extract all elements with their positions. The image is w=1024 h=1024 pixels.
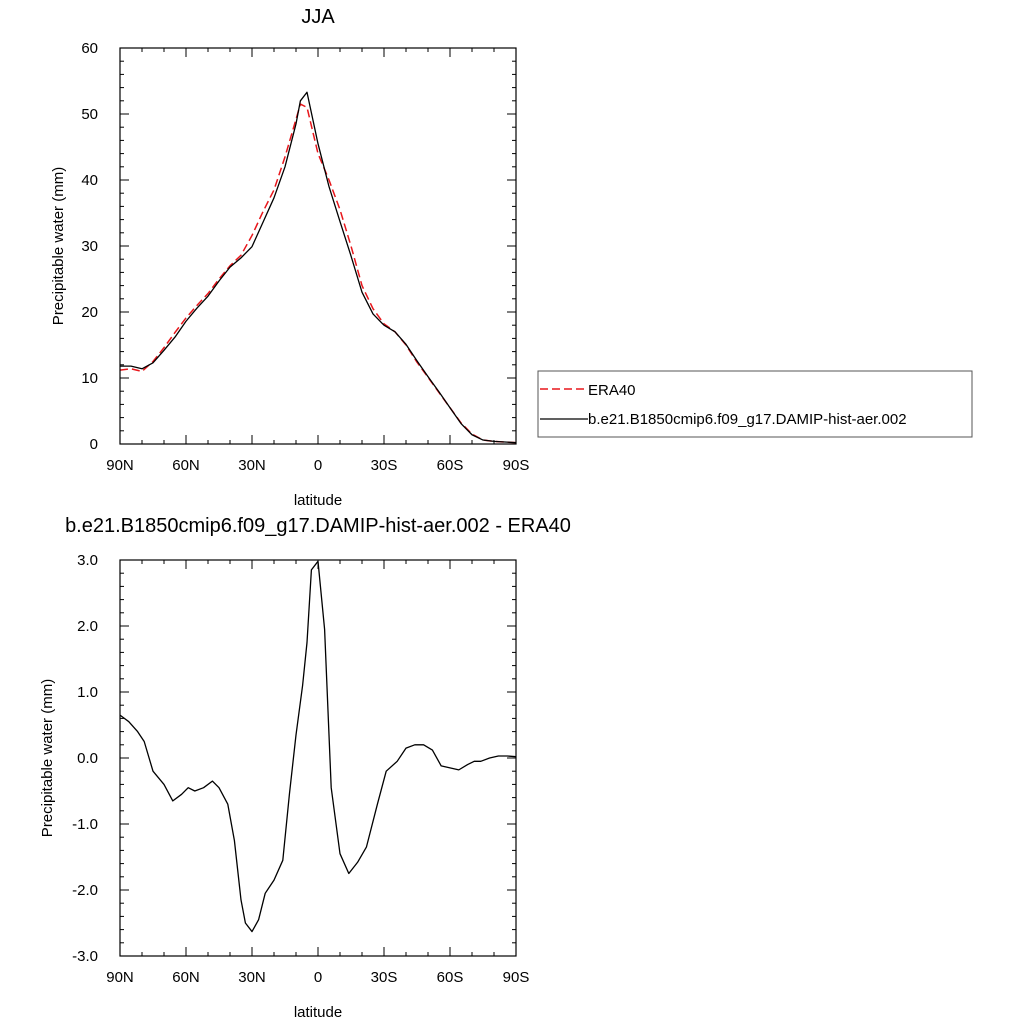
panel-bottom: b.e21.B1850cmip6.f09_g17.DAMIP-hist-aer.… <box>39 515 571 1021</box>
top-x-tick-label: 0 <box>314 457 322 474</box>
top-series-line-1 <box>120 91 517 444</box>
bottom-y-axis-label: Precipitable water (mm) <box>39 679 56 837</box>
top-x-tick-label: 30N <box>238 457 266 474</box>
bottom-y-tick-label: 2.0 <box>77 618 98 635</box>
bottom-y-tick-label: 1.0 <box>77 684 98 701</box>
bottom-y-tick-label: -3.0 <box>72 948 98 965</box>
bottom-x-tick-label: 0 <box>314 969 322 986</box>
bottom-x-axis-label: latitude <box>294 1004 342 1021</box>
top-y-axis-label: Precipitable water (mm) <box>50 167 67 325</box>
bottom-y-tick-label: -1.0 <box>72 816 98 833</box>
bottom-y-tick-label: 3.0 <box>77 552 98 569</box>
legend: ERA40 b.e21.B1850cmip6.f09_g17.DAMIP-his… <box>537 370 973 438</box>
bottom-plot-frame <box>119 559 517 957</box>
top-x-axis-label: latitude <box>294 492 342 509</box>
top-y-tick-label: 40 <box>81 172 98 189</box>
top-y-tick-label: 60 <box>81 40 98 57</box>
bottom-x-tick-label: 60S <box>437 969 464 986</box>
bottom-chart-title: b.e21.B1850cmip6.f09_g17.DAMIP-hist-aer.… <box>65 515 571 537</box>
top-x-tick-label: 60S <box>437 457 464 474</box>
panel-top: JJA 90N 60N 30N 0 30S 60S 90S 0 10 20 30 40 50 60 lat… <box>50 6 529 509</box>
bottom-x-tick-label: 90S <box>503 969 530 986</box>
top-plot-frame <box>119 47 517 445</box>
bottom-x-tick-label: 90N <box>106 969 134 986</box>
top-x-tick-label: 60N <box>172 457 200 474</box>
top-y-tick-label: 10 <box>81 370 98 387</box>
bottom-x-tick-label: 30S <box>371 969 398 986</box>
top-x-tick-label: 90N <box>106 457 134 474</box>
top-x-tick-label: 90S <box>503 457 530 474</box>
top-y-tick-label: 20 <box>81 304 98 321</box>
legend-label-model: b.e21.B1850cmip6.f09_g17.DAMIP-hist-aer.… <box>588 411 907 428</box>
bottom-series-line-0 <box>119 560 517 933</box>
bottom-x-tick-label: 30N <box>238 969 266 986</box>
bottom-y-tick-label: -2.0 <box>72 882 98 899</box>
top-series-line-0 <box>119 103 517 444</box>
top-y-tick-label: 30 <box>81 238 98 255</box>
top-chart-title: JJA <box>301 6 335 28</box>
legend-box <box>537 370 973 438</box>
bottom-x-tick-label: 60N <box>172 969 200 986</box>
bottom-y-tick-label: 0.0 <box>77 750 98 767</box>
legend-label-era40: ERA40 <box>588 382 636 399</box>
top-y-tick-label: 50 <box>81 106 98 123</box>
top-x-tick-label: 30S <box>371 457 398 474</box>
top-y-tick-label: 0 <box>90 436 98 453</box>
